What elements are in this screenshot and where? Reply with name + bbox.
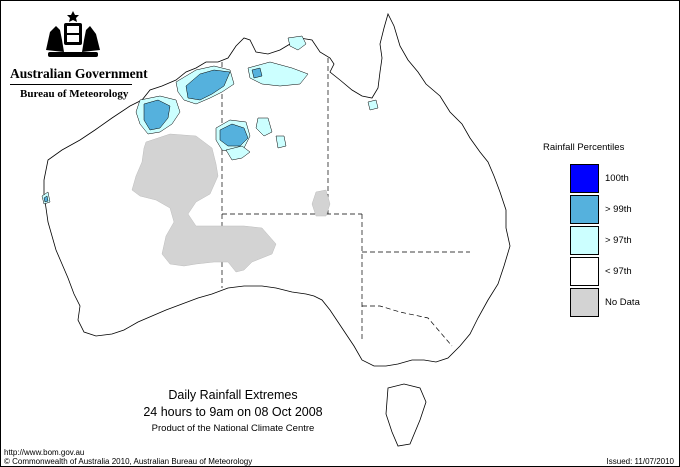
map-title: Daily Rainfall Extremes: [168, 388, 298, 402]
tasmania: [385, 383, 427, 447]
map-product: Product of the National Climate Centre: [151, 423, 315, 434]
header-divider: [10, 84, 132, 85]
map-period: 24 hours to 9am on 08 Oct 2008: [143, 405, 323, 419]
legend-label: No Data: [605, 297, 640, 308]
legend-label: > 97th: [605, 235, 632, 246]
website-link[interactable]: http://www.bom.gov.au: [4, 448, 85, 457]
legend-label: < 97th: [605, 266, 632, 277]
coat-of-arms-icon: [46, 11, 100, 57]
legend-swatch: [570, 195, 599, 224]
above-99th-regions: [43, 67, 263, 203]
legend-swatch: [570, 164, 599, 193]
legend-swatch: [570, 257, 599, 286]
bureau-name: Bureau of Meteorology: [20, 88, 129, 100]
legend-swatch: [570, 288, 599, 317]
legend-swatch: [570, 226, 599, 255]
no-data-regions: [131, 133, 331, 273]
issued-date: Issued: 11/07/2010: [606, 457, 674, 466]
legend-label: 100th: [605, 173, 629, 184]
copyright-notice: © Commonwealth of Australia 2010, Austra…: [4, 457, 253, 466]
government-name: Australian Government: [10, 66, 148, 81]
legend-title: Rainfall Percentiles: [543, 142, 625, 153]
government-logo: Australian Government Bureau of Meteorol…: [8, 10, 148, 100]
legend-label: > 99th: [605, 204, 632, 215]
